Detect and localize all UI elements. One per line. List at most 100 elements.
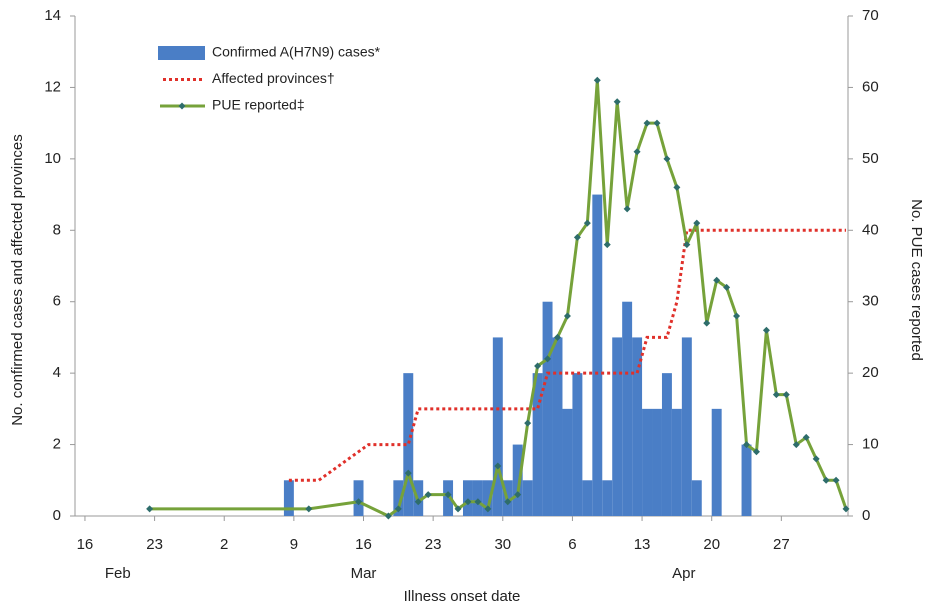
bar bbox=[592, 194, 603, 517]
y2-tick-label: 0 bbox=[862, 507, 870, 524]
bar bbox=[512, 444, 523, 516]
pue-marker bbox=[384, 512, 392, 520]
pue-marker bbox=[673, 183, 681, 191]
pue-marker bbox=[713, 276, 721, 284]
x-tick-label: 16 bbox=[355, 536, 372, 553]
pue-marker bbox=[524, 419, 532, 427]
y2-tick-label: 10 bbox=[862, 436, 879, 453]
y-tick-label: 14 bbox=[44, 7, 61, 24]
bar bbox=[691, 480, 702, 516]
pue-marker bbox=[464, 498, 472, 506]
pue-marker bbox=[822, 476, 830, 484]
pue-marker bbox=[683, 241, 691, 249]
bar bbox=[681, 337, 692, 516]
pue-marker bbox=[305, 505, 313, 513]
pue-marker bbox=[583, 219, 591, 227]
pue-marker bbox=[504, 498, 512, 506]
pue-marker bbox=[752, 448, 760, 456]
bar bbox=[492, 337, 503, 516]
x-tick-label: 27 bbox=[773, 536, 790, 553]
y2-tick-label: 20 bbox=[862, 364, 879, 381]
bar bbox=[393, 480, 404, 516]
pue-marker bbox=[703, 319, 711, 327]
y-tick-label: 10 bbox=[44, 150, 61, 167]
bar bbox=[403, 373, 414, 516]
pue-marker bbox=[146, 505, 154, 513]
pue-marker bbox=[484, 505, 492, 513]
legend-label: Affected provinces† bbox=[212, 70, 335, 86]
pue-marker bbox=[643, 119, 651, 127]
bar bbox=[741, 444, 752, 516]
pue-marker bbox=[762, 326, 770, 334]
y-tick-label: 12 bbox=[44, 78, 61, 95]
bar bbox=[283, 480, 294, 516]
x-tick-label: 23 bbox=[146, 536, 163, 553]
y2-tick-label: 60 bbox=[862, 78, 879, 95]
pue-marker bbox=[544, 355, 552, 363]
bar bbox=[482, 480, 493, 516]
month-label: Mar bbox=[351, 565, 377, 582]
bar bbox=[622, 301, 633, 516]
bar bbox=[552, 337, 563, 516]
pue-marker bbox=[812, 455, 820, 463]
y2-tick-label: 40 bbox=[862, 221, 879, 238]
pue-marker bbox=[772, 391, 780, 399]
province-line bbox=[288, 228, 847, 482]
legend-label: PUE reported‡ bbox=[212, 97, 305, 113]
y2-axis-title: No. PUE cases reported bbox=[908, 199, 925, 361]
pue-marker bbox=[563, 312, 571, 320]
pue-marker bbox=[733, 312, 741, 320]
legend-label: Confirmed A(H7N9) cases* bbox=[212, 44, 381, 60]
pue-marker bbox=[832, 476, 840, 484]
pue-marker bbox=[593, 76, 601, 84]
x-tick-label: 6 bbox=[568, 536, 576, 553]
pue-marker bbox=[514, 491, 522, 499]
pue-marker bbox=[663, 155, 671, 163]
pue-marker bbox=[782, 391, 790, 399]
bar bbox=[572, 373, 583, 516]
month-label: Feb bbox=[105, 565, 131, 582]
pue-marker bbox=[802, 433, 810, 441]
x-tick-label: 30 bbox=[494, 536, 511, 553]
y2-tick-label: 70 bbox=[862, 7, 879, 24]
y-tick-label: 4 bbox=[53, 364, 61, 381]
pue-marker bbox=[414, 498, 422, 506]
x-tick-label: 2 bbox=[220, 536, 228, 553]
y2-tick-label: 30 bbox=[862, 293, 879, 310]
bar bbox=[671, 408, 682, 516]
bar bbox=[353, 480, 364, 516]
bar bbox=[642, 408, 653, 516]
y-tick-label: 2 bbox=[53, 436, 61, 453]
bar bbox=[542, 301, 553, 516]
pue-marker bbox=[355, 498, 363, 506]
bar bbox=[443, 480, 454, 516]
x-axis-title: Illness onset date bbox=[404, 588, 521, 605]
pue-marker bbox=[603, 241, 611, 249]
legend-marker bbox=[178, 102, 186, 110]
pue-marker bbox=[633, 148, 641, 156]
pue-marker bbox=[404, 469, 412, 477]
bar bbox=[602, 480, 613, 516]
pue-marker bbox=[842, 505, 850, 513]
pue-marker bbox=[573, 233, 581, 241]
pue-marker bbox=[444, 491, 452, 499]
bar bbox=[661, 373, 672, 516]
x-tick-label: 13 bbox=[634, 536, 651, 553]
pue-marker bbox=[723, 283, 731, 291]
bar bbox=[652, 408, 662, 516]
pue-marker bbox=[394, 505, 402, 513]
legend: Confirmed A(H7N9) cases* Affected provinc… bbox=[158, 44, 381, 113]
y-tick-label: 8 bbox=[53, 221, 61, 238]
x-tick-label: 9 bbox=[290, 536, 298, 553]
bar bbox=[472, 480, 483, 516]
y-axis-title: No. confirmed cases and affected provinc… bbox=[9, 134, 26, 426]
pue-marker bbox=[554, 333, 562, 341]
y2-tick-label: 50 bbox=[862, 150, 879, 167]
y-tick-label: 0 bbox=[53, 507, 61, 524]
bar bbox=[562, 408, 573, 516]
x-tick-label: 23 bbox=[425, 536, 442, 553]
pue-marker bbox=[613, 98, 621, 106]
pue-marker bbox=[474, 498, 482, 506]
bar bbox=[462, 480, 473, 516]
